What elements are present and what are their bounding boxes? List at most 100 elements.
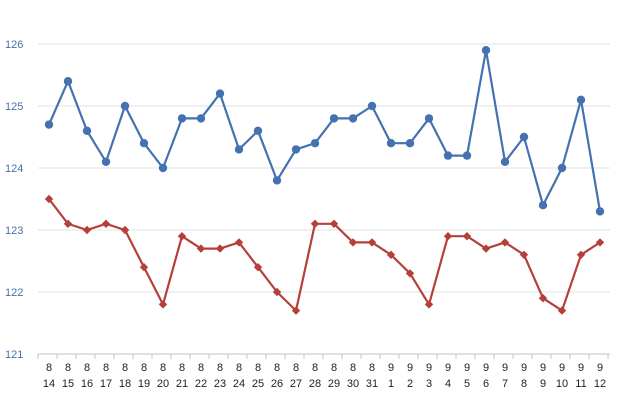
series-1-point — [443, 151, 453, 160]
x-tick-label-month: 8 — [84, 362, 90, 374]
y-tick-label-125: 125 — [5, 101, 23, 113]
series-1-point — [310, 139, 320, 148]
series-1-point — [462, 151, 472, 160]
grid-lines — [38, 43, 610, 293]
series-2-point — [367, 238, 377, 247]
series-2-point — [177, 232, 187, 241]
y-tick-label-126: 126 — [5, 39, 23, 51]
x-tick-label-month: 8 — [331, 362, 337, 374]
x-axis — [37, 353, 610, 359]
series-2-point — [462, 232, 472, 241]
series-1-point — [348, 114, 358, 123]
series-2 — [44, 194, 605, 315]
x-tick-label-month: 9 — [540, 362, 546, 374]
series-2-point — [576, 250, 586, 259]
series-2-point — [424, 300, 434, 309]
x-tick-label-month: 8 — [160, 362, 166, 374]
series-2-point — [538, 294, 548, 303]
series-2-point — [139, 263, 149, 272]
series-2-point — [253, 263, 263, 272]
series-2-point — [215, 244, 225, 253]
x-tick-label-day: 12 — [594, 378, 606, 390]
series-layer — [44, 46, 605, 315]
series-2-point — [101, 219, 111, 228]
series-1-point — [44, 120, 54, 129]
x-tick-label-day: 22 — [195, 378, 207, 390]
series-2-point — [120, 225, 130, 235]
x-tick-label-month: 9 — [426, 362, 432, 374]
x-tick-label-month: 9 — [407, 362, 413, 374]
series-1-point — [215, 89, 225, 98]
x-tick-label-day: 4 — [445, 378, 451, 390]
series-1-point — [253, 126, 263, 135]
x-tick-label-day: 27 — [290, 378, 302, 390]
x-tick-label-month: 9 — [483, 362, 489, 374]
series-2-point — [310, 219, 320, 228]
y-tick-label-121: 121 — [5, 349, 23, 361]
x-tick-label-month: 8 — [65, 362, 71, 374]
x-tick-label-month: 9 — [559, 362, 565, 374]
x-tick-label-day: 10 — [556, 378, 568, 390]
series-1-point — [63, 77, 73, 86]
x-tick-label-day: 29 — [328, 378, 340, 390]
x-tick-label-day: 15 — [62, 378, 74, 390]
x-tick-label-day: 24 — [233, 378, 245, 390]
x-tick-label-day: 9 — [540, 378, 546, 390]
series-2-point — [481, 244, 491, 253]
series-1-point — [519, 132, 529, 142]
series-1-point — [158, 163, 168, 173]
x-tick-label-day: 11 — [575, 378, 586, 390]
series-1-point — [101, 157, 111, 166]
x-tick-label-day: 31 — [366, 378, 378, 390]
x-tick-label-day: 17 — [100, 378, 112, 390]
x-tick-label-day: 5 — [464, 378, 470, 390]
series-2-point — [405, 269, 415, 278]
series-1-point — [196, 114, 206, 123]
x-tick-label-month: 8 — [293, 362, 299, 374]
series-1-point — [234, 145, 244, 154]
series-2-point — [500, 238, 510, 247]
y-tick-label-123: 123 — [5, 225, 23, 237]
x-tick-label-month: 8 — [198, 362, 204, 374]
x-tick-label-day: 1 — [388, 378, 394, 390]
series-2-point — [158, 300, 168, 309]
x-tick-label-month: 8 — [312, 362, 318, 374]
series-2-point — [443, 232, 453, 241]
series-1-point — [272, 176, 282, 185]
series-2-point — [595, 238, 605, 247]
x-tick-label-month: 8 — [350, 362, 356, 374]
x-tick-label-day: 16 — [81, 378, 93, 390]
series-2-point — [348, 238, 358, 247]
x-tick-label-month: 9 — [578, 362, 584, 374]
series-2-point — [329, 219, 339, 228]
x-tick-label-day: 20 — [157, 378, 169, 390]
series-2-line — [48, 198, 601, 312]
x-tick-label-day: 30 — [347, 378, 359, 390]
x-tick-label-month: 8 — [141, 362, 147, 374]
x-tick-label-month: 8 — [217, 362, 223, 374]
x-tick-label-month: 8 — [236, 362, 242, 374]
series-1-point — [557, 163, 567, 173]
x-tick-label-month: 8 — [103, 362, 109, 374]
x-tick-label-day: 2 — [407, 378, 413, 390]
series-2-point — [196, 244, 206, 253]
x-tick-label-month: 9 — [502, 362, 508, 374]
series-1-point — [538, 201, 548, 210]
series-1-point — [481, 46, 491, 55]
series-1-point — [82, 126, 92, 135]
series-2-point — [386, 250, 396, 259]
x-tick-label-day: 14 — [43, 378, 55, 390]
series-1-point — [120, 101, 130, 111]
x-tick-label-month: 8 — [179, 362, 185, 374]
x-tick-label-month: 9 — [597, 362, 603, 374]
x-tick-label-day: 26 — [271, 378, 283, 390]
x-tick-label-day: 6 — [483, 378, 489, 390]
x-tick-label-day: 28 — [309, 378, 321, 390]
series-1-point — [386, 139, 396, 148]
series-2-point — [291, 306, 301, 315]
x-tick-label-day: 25 — [252, 378, 264, 390]
series-2-point — [557, 306, 567, 315]
y-axis-tick-labels: 121 122 123 124 125 126 — [5, 39, 23, 361]
y-tick-label-122: 122 — [5, 287, 23, 299]
